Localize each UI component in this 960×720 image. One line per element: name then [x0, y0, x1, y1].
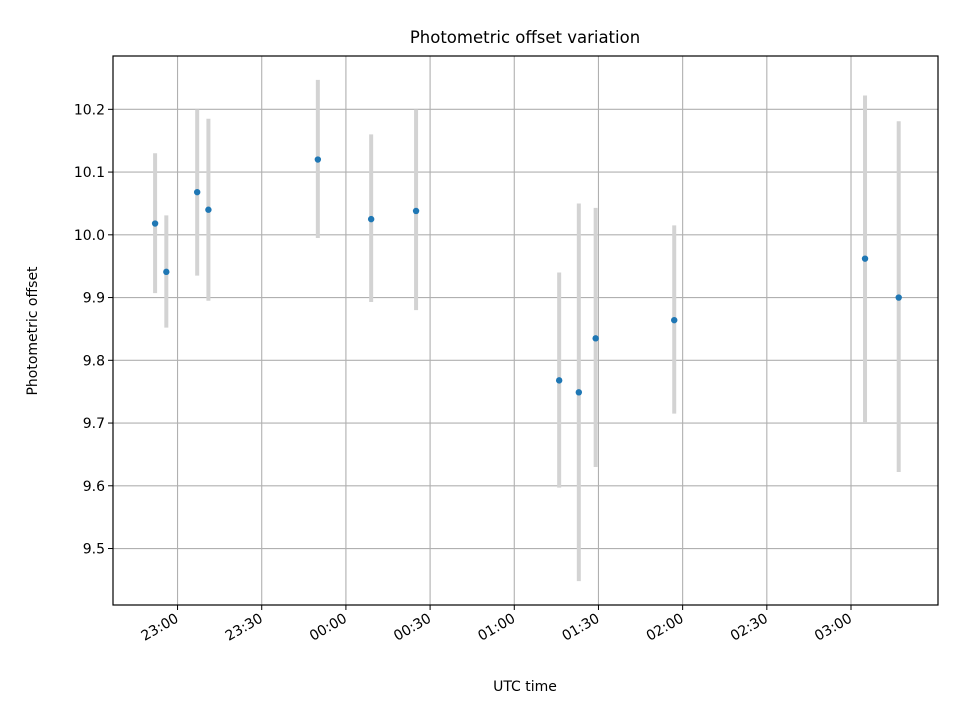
x-axis-ticks: 23:00 23:30 00:00 00:30 01:00 01:30 02:00 02:30…: [139, 605, 855, 645]
x-tick-label: 01:30: [560, 611, 603, 645]
data-point: [861, 255, 869, 262]
grid-lines: [113, 56, 938, 605]
data-point: [412, 207, 420, 215]
y-tick-label: 9.8: [83, 353, 105, 369]
x-tick-label: 02:30: [728, 611, 771, 645]
x-tick-label: 03:00: [812, 611, 855, 645]
y-tick-label: 10.1: [74, 165, 105, 181]
data-point: [592, 335, 599, 342]
data-point: [367, 215, 375, 223]
x-axis-label: UTC time: [493, 679, 557, 695]
x-tick-label: 00:00: [307, 611, 350, 645]
data-point: [163, 268, 170, 276]
data-point: [151, 220, 159, 227]
data-points: [151, 156, 902, 396]
x-tick-label: 23:30: [223, 611, 266, 645]
data-point: [575, 389, 583, 396]
chart-title: Photometric offset variation: [410, 28, 640, 47]
y-axis-label: Photometric offset: [25, 266, 41, 396]
data-point: [895, 294, 902, 301]
x-tick-label: 02:00: [644, 611, 687, 645]
y-axis-ticks: 9.5 9.6 9.7 9.8 9.9 10.0 10.1 10.2: [74, 102, 113, 558]
data-point: [205, 206, 212, 213]
y-tick-label: 9.5: [83, 542, 105, 558]
error-bars: [153, 79, 901, 582]
data-point: [555, 377, 563, 384]
y-tick-label: 9.7: [83, 416, 105, 432]
data-point: [193, 188, 201, 196]
data-point: [314, 156, 322, 163]
y-tick-label: 9.9: [83, 291, 105, 307]
plot-frame: [112, 55, 939, 606]
y-tick-label: 10.2: [74, 102, 105, 118]
y-tick-label: 9.6: [83, 479, 105, 495]
data-point: [671, 316, 678, 324]
x-tick-label: 00:30: [391, 611, 434, 645]
x-tick-label: 01:00: [475, 611, 518, 645]
x-tick-label: 23:00: [139, 611, 182, 645]
y-tick-label: 10.0: [74, 228, 105, 244]
